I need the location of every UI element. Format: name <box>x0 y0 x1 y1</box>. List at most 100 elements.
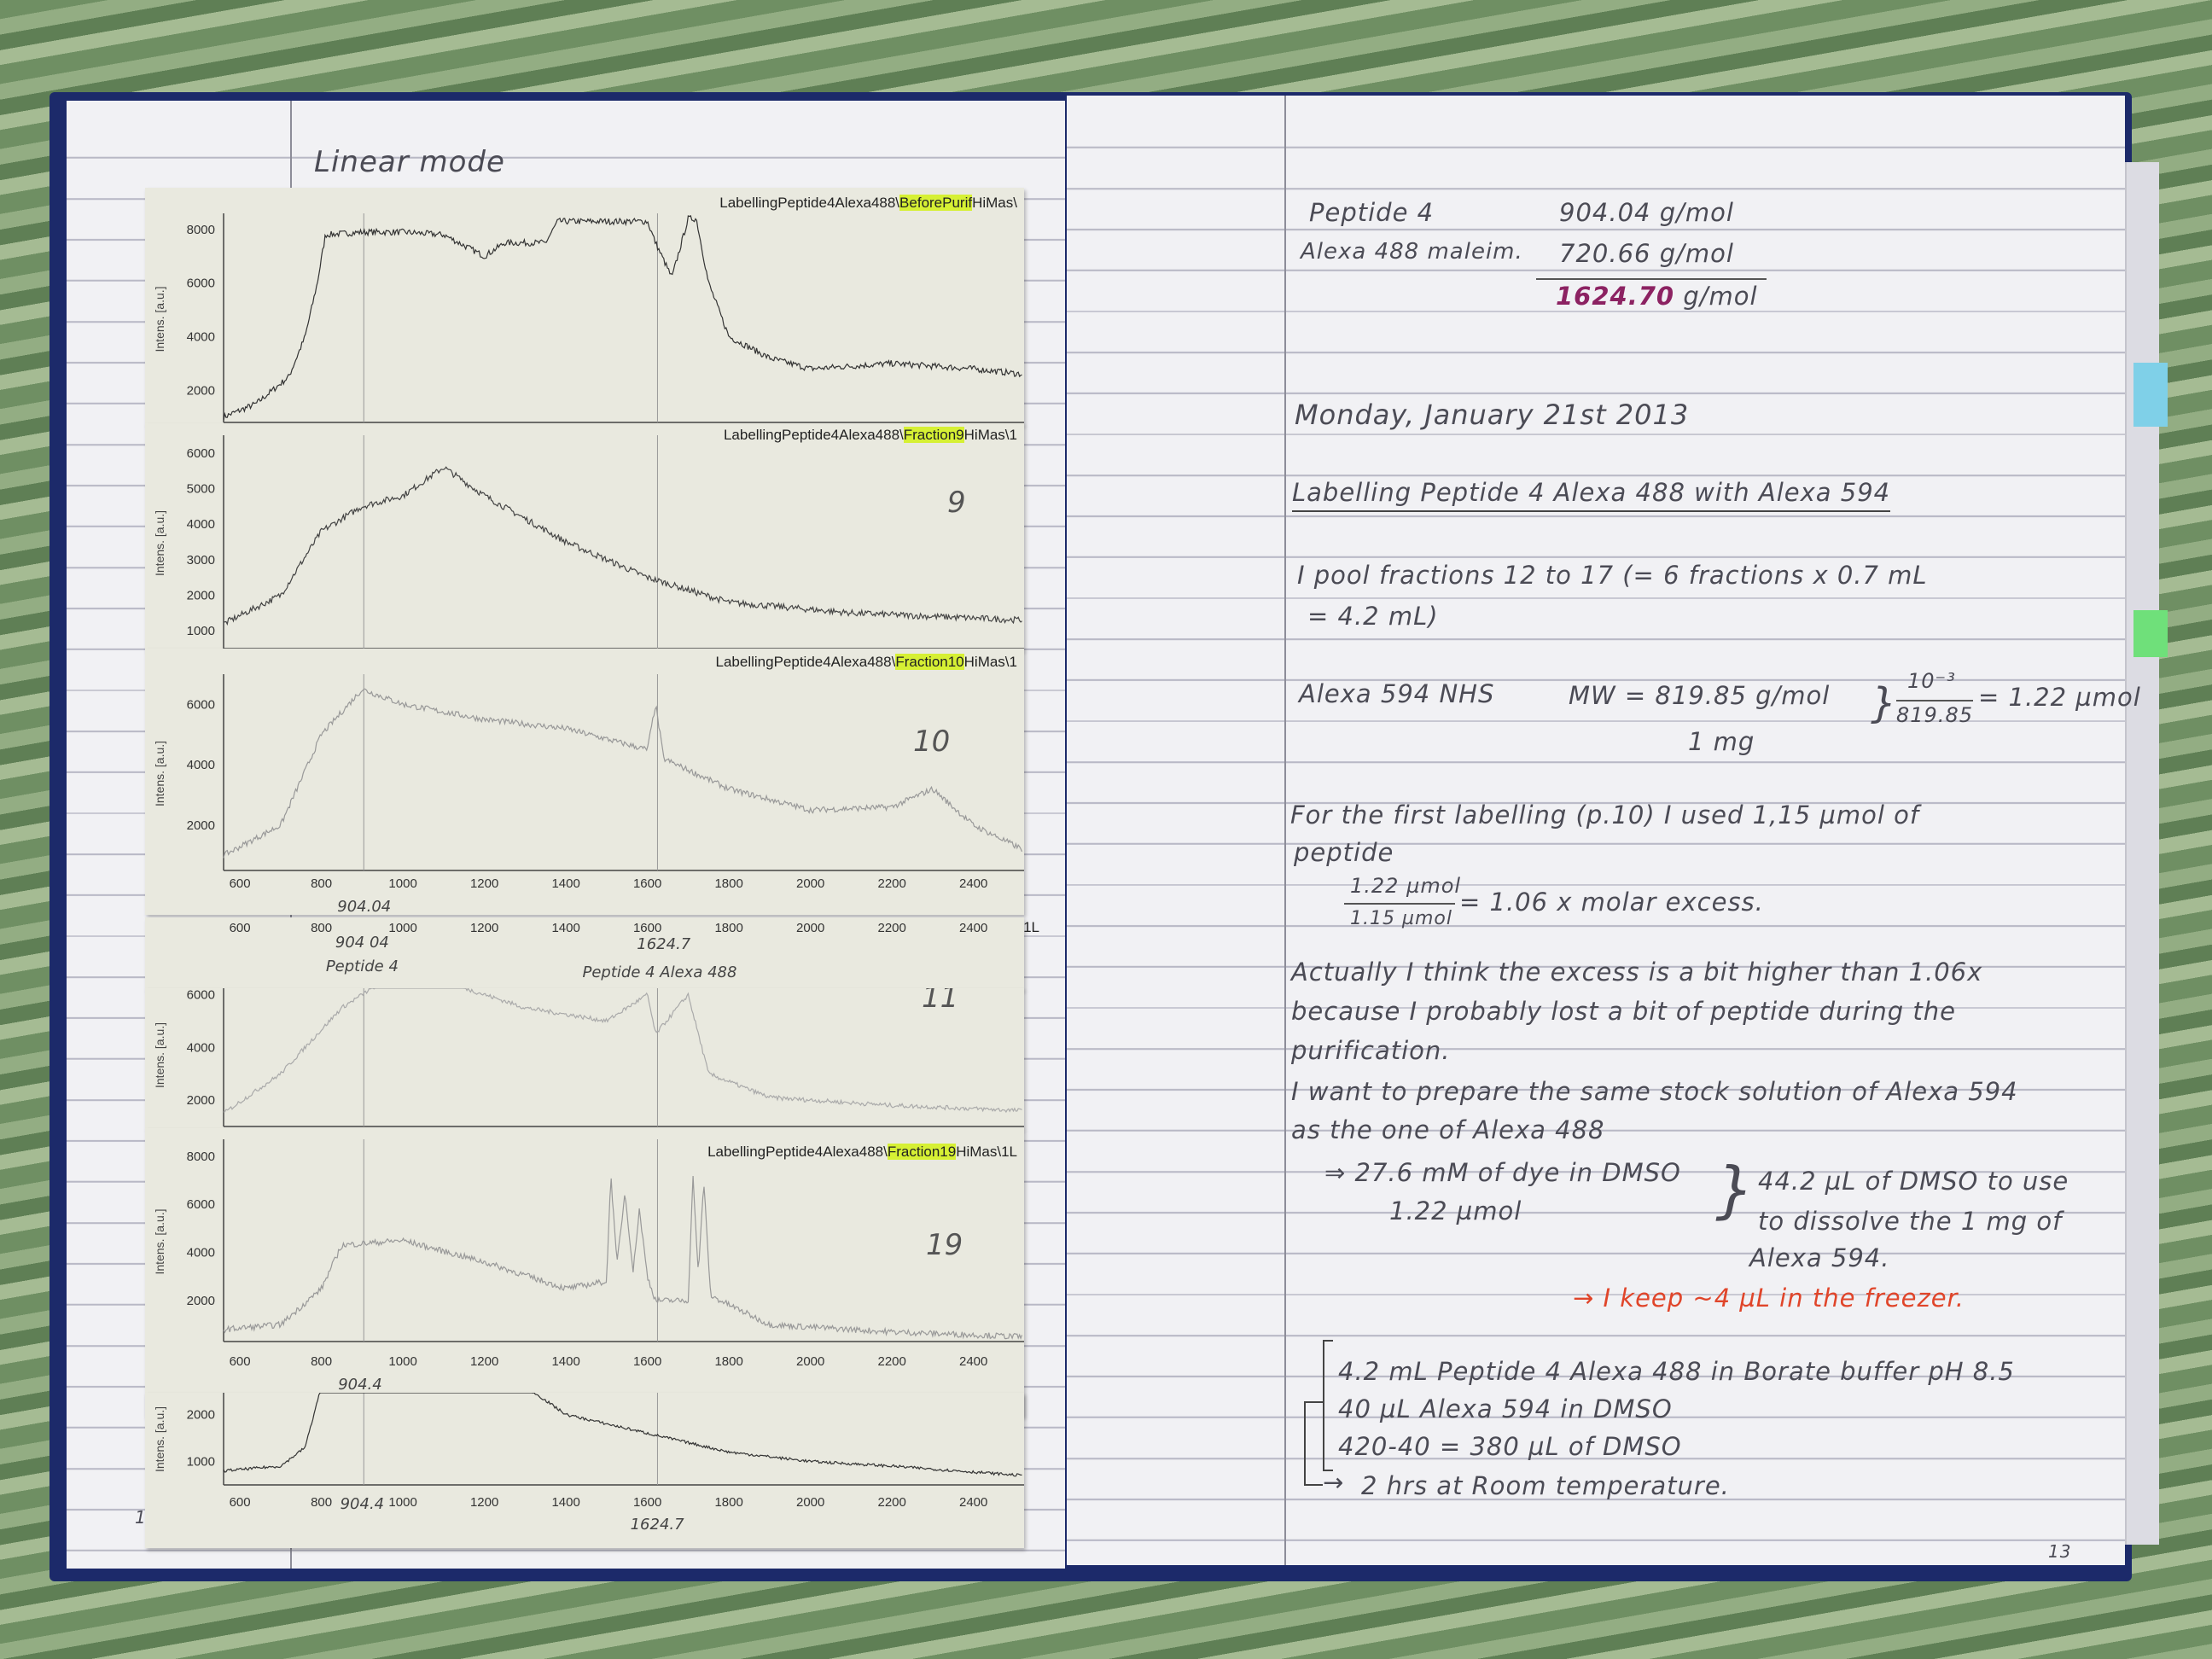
dmso-line-3: Alexa 594. <box>1749 1243 1890 1272</box>
peptide-mw: 904.04 g/mol <box>1559 198 1734 227</box>
x-tick-label: 1800 <box>714 1354 742 1369</box>
first-labelling-line-1: For the first labelling (p.10) I used 1,… <box>1290 800 1920 830</box>
x-tick-label: 1200 <box>470 1495 498 1510</box>
spectrum-trace <box>223 688 1023 859</box>
dye-mw: 720.66 g/mol <box>1559 239 1734 268</box>
freezer-note: → I keep ~4 µL in the freezer. <box>1573 1284 1965 1313</box>
x-tick-label: 1200 <box>470 921 498 935</box>
y-tick-label: 6000 <box>187 1197 215 1212</box>
spectrum-plot: 2000 4000 6000 8000 Intens. [a.u.] 600 800 1000… <box>153 1139 1024 1412</box>
y-tick-label: 4000 <box>187 758 215 772</box>
y-tick-label: 4000 <box>187 1246 215 1260</box>
y-tick-label: 2000 <box>187 1408 215 1423</box>
nhs-label: Alexa 594 NHS <box>1299 679 1495 708</box>
y-axis-label: Intens. [a.u.] <box>153 1022 166 1088</box>
x-tick-label: 600 <box>230 876 251 891</box>
y-tick-label: 6000 <box>187 697 215 712</box>
sample-name: Fraction9 <box>903 427 964 443</box>
note-line: Actually I think the excess is a bit hig… <box>1291 958 1983 987</box>
x-tick-label: 1800 <box>714 1495 742 1510</box>
y-tick-label: 2000 <box>187 818 215 833</box>
x-tick-label: 2200 <box>877 921 905 935</box>
x-tick-label: 2400 <box>959 921 987 935</box>
sample-name: Fraction19 <box>887 1144 957 1160</box>
header-prefix: LabellingPeptide4Alexa488\ <box>723 427 904 443</box>
edge-text: 1L <box>1023 919 1039 935</box>
y-tick-label: 4000 <box>187 517 215 532</box>
spectrum-strip: 1000 2000 3000 4000 5000 6000 Intens. [a.u.] 9 L… <box>145 423 1024 650</box>
spectrum-plot: 1000 2000 3000 4000 5000 6000 Intens. [a.u.] 9 <box>153 435 1024 649</box>
fraction-line <box>1896 700 1973 701</box>
x-tick-label: 1000 <box>388 1354 416 1369</box>
x-tick-label: 1800 <box>714 876 742 891</box>
header-suffix: HiMas\ <box>972 195 1017 211</box>
y-tick-label: 6000 <box>187 988 215 1002</box>
handwritten-annotation: 1624.7 <box>631 1516 685 1534</box>
right-page: Peptide 4 904.04 g/mol Alexa 488 maleim.… <box>1067 96 2140 1565</box>
header-suffix: HiMas\1L <box>956 1144 1017 1160</box>
spectrum-trace <box>223 1393 1022 1477</box>
y-axis-label: Intens. [a.u.] <box>153 1406 166 1472</box>
spectrum-strip: 2000 4000 6000 8000 Intens. [a.u.] 600 800 1000… <box>145 1128 1024 1417</box>
y-tick-label: 8000 <box>187 1150 215 1164</box>
spectrum-trace <box>223 988 1022 1114</box>
x-tick-label: 600 <box>230 921 251 935</box>
x-tick-label: 1600 <box>633 1495 661 1510</box>
header-prefix: LabellingPeptide4Alexa488\ <box>719 195 900 211</box>
fraction-number: 11 <box>922 988 958 1015</box>
sticky-tab-blue <box>2133 363 2168 427</box>
sticky-tab-green <box>2133 610 2168 657</box>
brace: } <box>1871 679 1898 727</box>
spectrum-trace <box>224 466 1022 626</box>
spectrum-header: LabellingPeptide4Alexa488\Fraction9HiMas… <box>724 427 1017 444</box>
x-tick-label: 1600 <box>633 921 661 935</box>
x-tick-label: 1400 <box>551 1495 579 1510</box>
header-prefix: LabellingPeptide4Alexa488\ <box>715 654 896 670</box>
nhs-mw: MW = 819.85 g/mol <box>1569 681 1831 710</box>
first-labelling-line-2: peptide <box>1294 838 1394 867</box>
spectrum-plot: 2000 4000 6000 8000 Intens. [a.u.] <box>153 213 1024 423</box>
spectrum-strip: 2000 4000 6000 Intens. [a.u.] 600 800 1000 1200… <box>145 649 1024 915</box>
peptide-label: Peptide 4 <box>1309 198 1435 227</box>
spectrum-trace <box>223 215 1022 421</box>
x-tick-label: 600 <box>230 1354 251 1369</box>
note-line: as the one of Alexa 488 <box>1291 1115 1605 1144</box>
spectrum-strip: 2000 4000 6000 Intens. [a.u.] 11 <box>145 988 1024 1129</box>
dmso-line-2: to dissolve the 1 mg of <box>1758 1207 2063 1236</box>
x-tick-label: 1000 <box>388 876 416 891</box>
y-tick-label: 2000 <box>187 1294 215 1308</box>
x-tick-label: 2200 <box>877 876 905 891</box>
x-tick-label: 1400 <box>551 876 579 891</box>
x-tick-label: 1000 <box>388 1495 416 1510</box>
dye-label: Alexa 488 maleim. <box>1301 239 1523 265</box>
spectrum-strip: 2000 4000 6000 8000 Intens. [a.u.] LabellingP… <box>145 188 1024 425</box>
x-tick-label: 600 <box>230 1495 251 1510</box>
x-tick-label: 1600 <box>633 876 661 891</box>
recipe-line: 4.2 mL Peptide 4 Alexa 488 in Borate buf… <box>1338 1357 2015 1386</box>
handwritten-annotation: 904 04 <box>335 934 389 952</box>
stock-line-1: ⇒ 27.6 mM of dye in DMSO <box>1324 1158 1681 1187</box>
x-tick-label: 800 <box>311 876 332 891</box>
pool-line-1: I pool fractions 12 to 17 (= 6 fractions… <box>1297 561 1928 590</box>
x-tick-label: 2400 <box>959 1354 987 1369</box>
sum-line <box>1536 278 1767 280</box>
y-tick-label: 4000 <box>187 1040 215 1055</box>
recipe-line: 40 µL Alexa 594 in DMSO <box>1338 1394 1673 1423</box>
x-tick-label: 2000 <box>796 1354 824 1369</box>
total-mw-value: 1624.70 <box>1556 282 1675 311</box>
y-tick-label: 6000 <box>187 276 215 291</box>
ratio-numerator: 1.22 µmol <box>1350 874 1462 898</box>
x-tick-label: 2400 <box>959 1495 987 1510</box>
y-tick-label: 2000 <box>187 1093 215 1108</box>
spectrum-plot: 1000 2000 Intens. [a.u.] 600 800 1000 1200 1400… <box>153 1393 1024 1534</box>
note-line: purification. <box>1291 1036 1451 1065</box>
margin-line <box>1284 96 1286 1565</box>
y-tick-label: 6000 <box>187 446 215 461</box>
y-tick-label: 2000 <box>187 589 215 603</box>
header-suffix: HiMas\1 <box>963 427 1017 443</box>
stock-line-2: 1.22 µmol <box>1389 1196 1522 1225</box>
y-tick-label: 3000 <box>187 553 215 568</box>
x-tick-label: 800 <box>311 1354 332 1369</box>
y-tick-label: 8000 <box>187 223 215 237</box>
y-axis-label: Intens. [a.u.] <box>153 1208 166 1274</box>
